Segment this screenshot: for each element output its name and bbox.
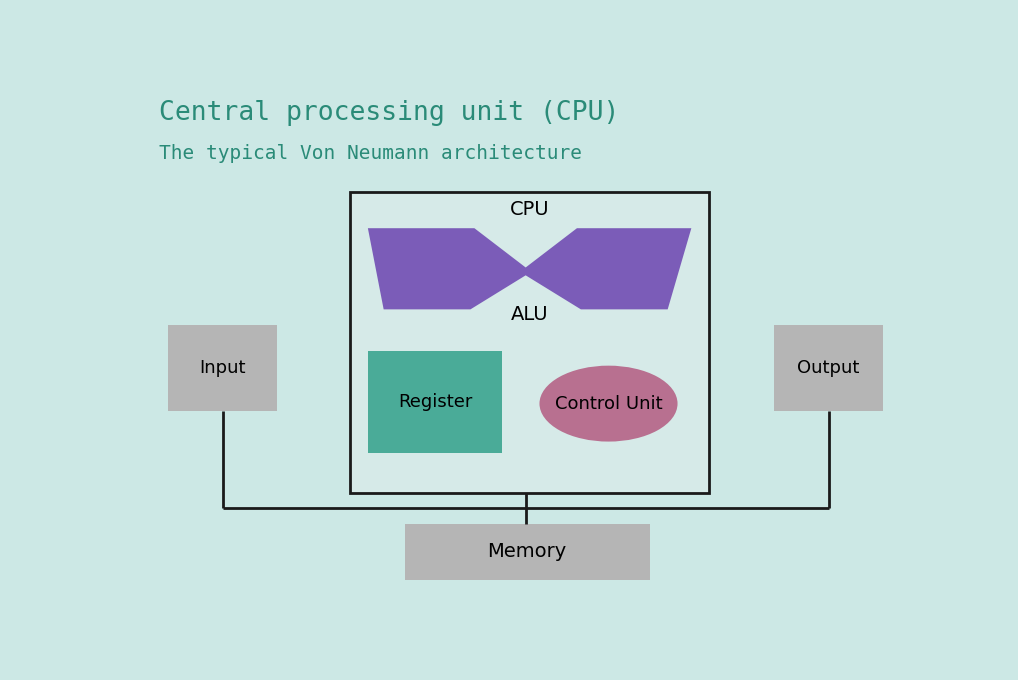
Polygon shape xyxy=(367,228,691,309)
Text: Memory: Memory xyxy=(488,542,567,561)
FancyBboxPatch shape xyxy=(405,524,649,580)
FancyBboxPatch shape xyxy=(168,325,277,411)
Text: ALU: ALU xyxy=(511,305,549,324)
FancyBboxPatch shape xyxy=(350,192,709,492)
FancyBboxPatch shape xyxy=(367,352,502,454)
Text: CPU: CPU xyxy=(510,201,550,220)
Text: Register: Register xyxy=(398,393,472,411)
Ellipse shape xyxy=(540,366,678,441)
FancyBboxPatch shape xyxy=(774,325,883,411)
Text: Control Unit: Control Unit xyxy=(555,394,663,413)
Text: Output: Output xyxy=(797,359,860,377)
Text: Central processing unit (CPU): Central processing unit (CPU) xyxy=(159,100,619,126)
Text: The typical Von Neumann architecture: The typical Von Neumann architecture xyxy=(159,144,582,163)
Text: Input: Input xyxy=(200,359,246,377)
